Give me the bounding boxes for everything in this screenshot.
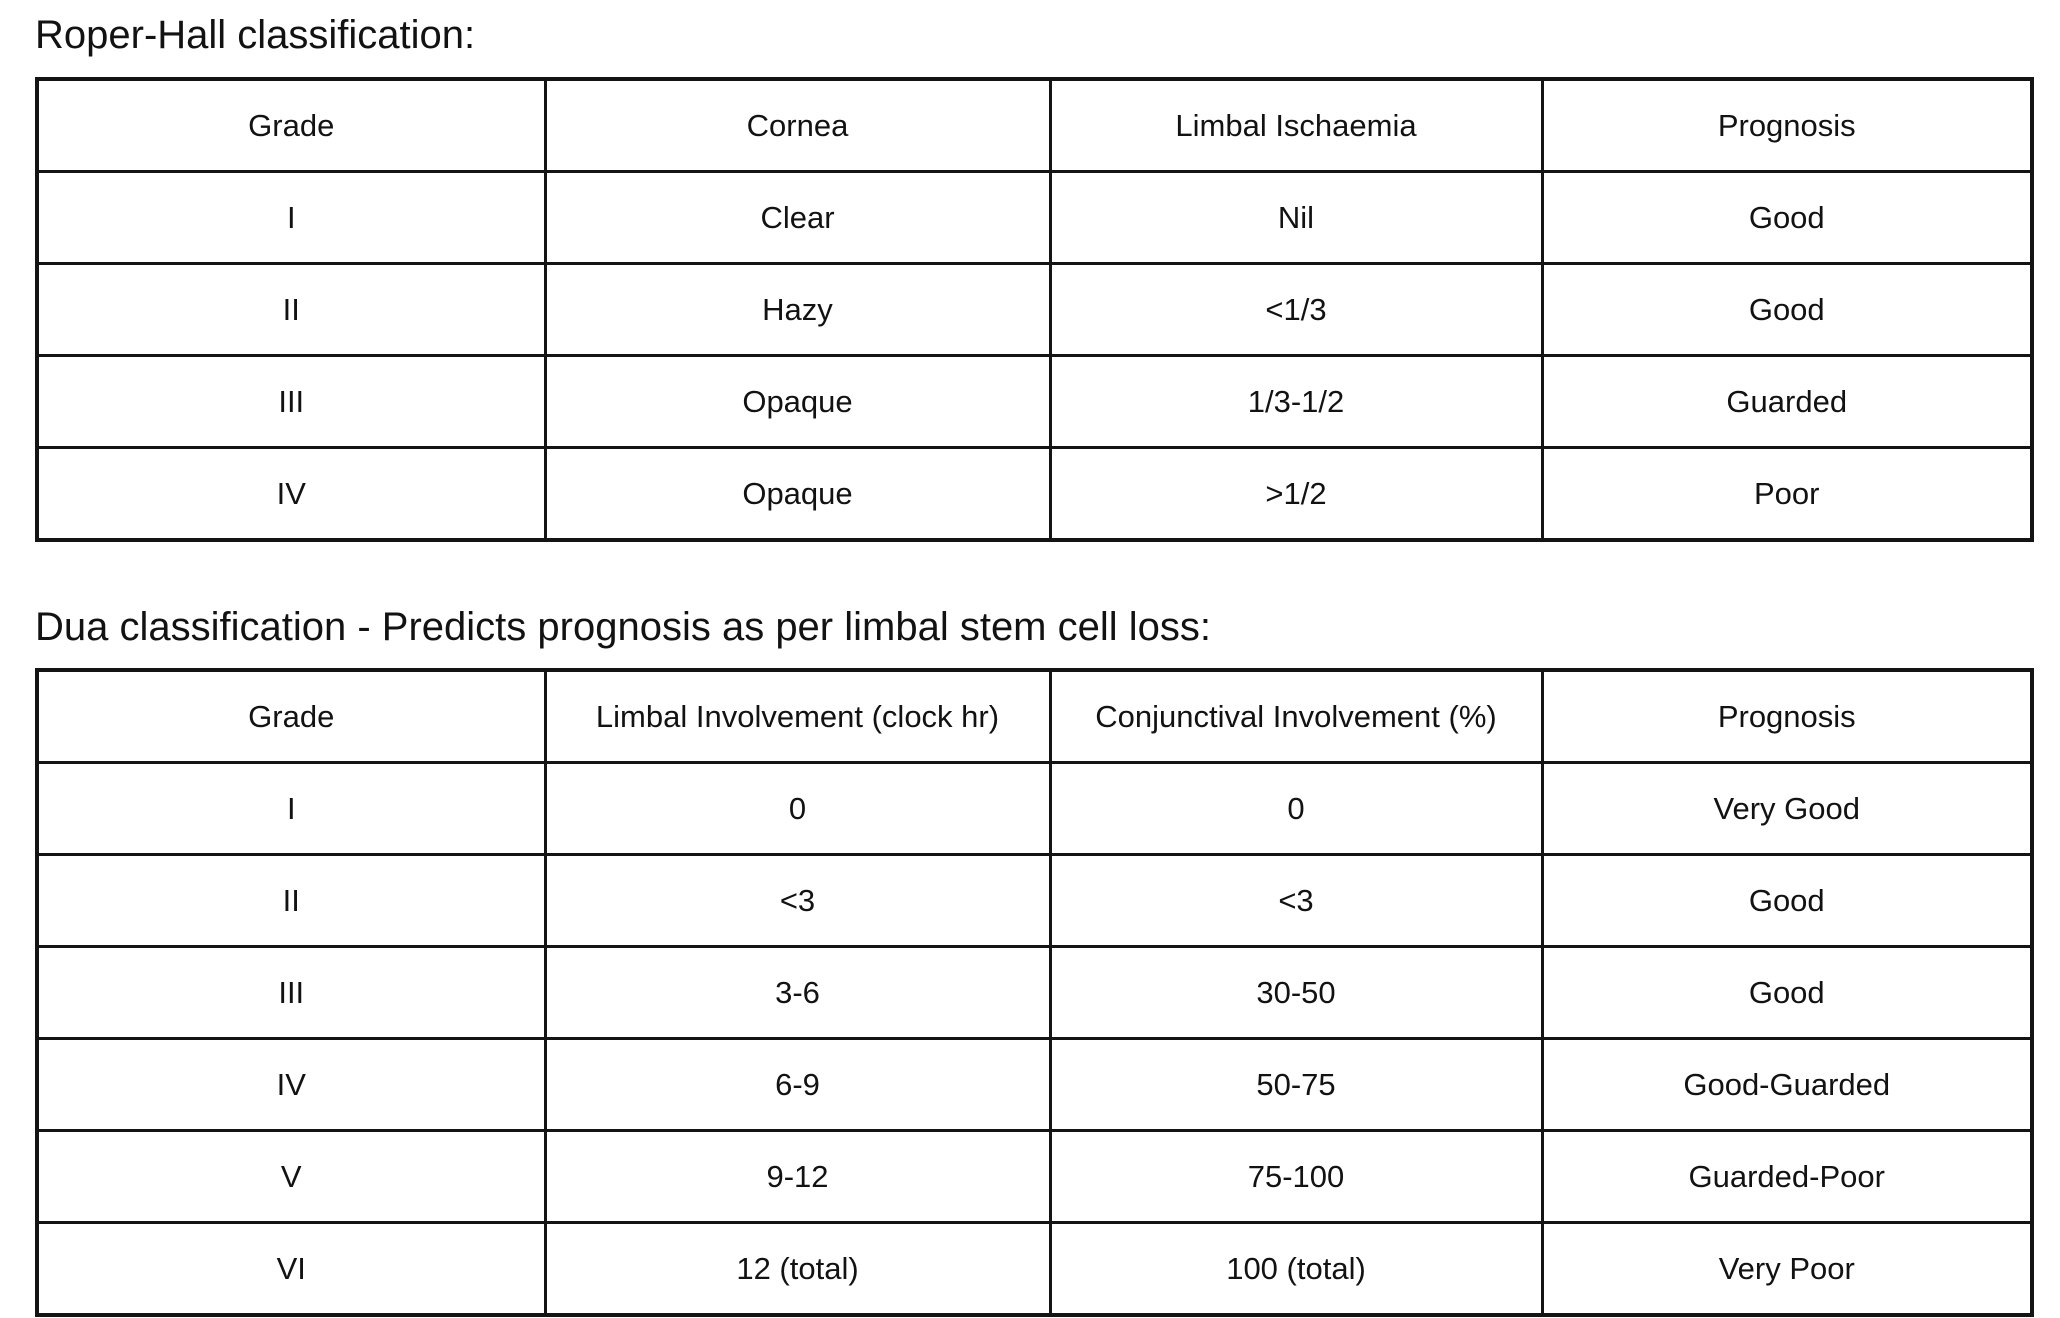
cornea-cell: Opaque — [543, 354, 1052, 449]
header-cell-grade: Grade — [35, 668, 547, 764]
conjunctival-involvement-cell: 100 (total) — [1048, 1221, 1544, 1317]
table-row: II <3 <3 Good — [35, 853, 2034, 948]
table-row: VI 12 (total) 100 (total) Very Poor — [35, 1221, 2034, 1317]
header-cell-cornea: Cornea — [543, 77, 1052, 173]
grade-cell: III — [35, 354, 547, 449]
header-cell-limbal-ischaemia: Limbal Ischaemia — [1048, 77, 1544, 173]
dua-title: Dua classification - Predicts prognosis … — [35, 605, 1211, 649]
prognosis-cell: Good — [1540, 945, 2034, 1040]
table-row: V 9-12 75-100 Guarded-Poor — [35, 1129, 2034, 1224]
dua-table: Grade Limbal Involvement (clock hr) Conj… — [35, 668, 2034, 1317]
limbal-ischaemia-cell: <1/3 — [1048, 262, 1544, 357]
prognosis-cell: Good — [1540, 170, 2034, 265]
prognosis-cell: Good — [1540, 262, 2034, 357]
grade-cell: IV — [35, 446, 547, 542]
prognosis-cell: Very Good — [1540, 761, 2034, 856]
prognosis-cell: Guarded-Poor — [1540, 1129, 2034, 1224]
limbal-ischaemia-cell: Nil — [1048, 170, 1544, 265]
prognosis-cell: Good — [1540, 853, 2034, 948]
limbal-involvement-cell: 3-6 — [543, 945, 1052, 1040]
prognosis-cell: Good-Guarded — [1540, 1037, 2034, 1132]
conjunctival-involvement-cell: 75-100 — [1048, 1129, 1544, 1224]
prognosis-cell: Guarded — [1540, 354, 2034, 449]
limbal-involvement-cell: 6-9 — [543, 1037, 1052, 1132]
prognosis-cell: Very Poor — [1540, 1221, 2034, 1317]
limbal-involvement-cell: 9-12 — [543, 1129, 1052, 1224]
header-cell-grade: Grade — [35, 77, 547, 173]
cornea-cell: Opaque — [543, 446, 1052, 542]
limbal-involvement-cell: <3 — [543, 853, 1052, 948]
limbal-involvement-cell: 0 — [543, 761, 1052, 856]
limbal-ischaemia-cell: >1/2 — [1048, 446, 1544, 542]
cornea-cell: Hazy — [543, 262, 1052, 357]
conjunctival-involvement-cell: 30-50 — [1048, 945, 1544, 1040]
conjunctival-involvement-cell: 50-75 — [1048, 1037, 1544, 1132]
conjunctival-involvement-cell: <3 — [1048, 853, 1544, 948]
header-cell-prognosis: Prognosis — [1540, 77, 2034, 173]
table-header-row: Grade Limbal Involvement (clock hr) Conj… — [35, 668, 2034, 764]
grade-cell: II — [35, 853, 547, 948]
grade-cell: V — [35, 1129, 547, 1224]
header-cell-limbal-involvement: Limbal Involvement (clock hr) — [543, 668, 1052, 764]
grade-cell: IV — [35, 1037, 547, 1132]
table-row: IV Opaque >1/2 Poor — [35, 446, 2034, 542]
table-row: II Hazy <1/3 Good — [35, 262, 2034, 357]
limbal-involvement-cell: 12 (total) — [543, 1221, 1052, 1317]
grade-cell: VI — [35, 1221, 547, 1317]
header-cell-prognosis: Prognosis — [1540, 668, 2034, 764]
grade-cell: III — [35, 945, 547, 1040]
table-row: I Clear Nil Good — [35, 170, 2034, 265]
table-row: III 3-6 30-50 Good — [35, 945, 2034, 1040]
prognosis-cell: Poor — [1540, 446, 2034, 542]
limbal-ischaemia-cell: 1/3-1/2 — [1048, 354, 1544, 449]
roper-hall-title: Roper-Hall classification: — [35, 13, 476, 57]
conjunctival-involvement-cell: 0 — [1048, 761, 1544, 856]
table-row: I 0 0 Very Good — [35, 761, 2034, 856]
table-header-row: Grade Cornea Limbal Ischaemia Prognosis — [35, 77, 2034, 173]
table-row: III Opaque 1/3-1/2 Guarded — [35, 354, 2034, 449]
grade-cell: I — [35, 761, 547, 856]
roper-hall-table: Grade Cornea Limbal Ischaemia Prognosis … — [35, 77, 2034, 542]
table-row: IV 6-9 50-75 Good-Guarded — [35, 1037, 2034, 1132]
header-cell-conjunctival-involvement: Conjunctival Involvement (%) — [1048, 668, 1544, 764]
grade-cell: I — [35, 170, 547, 265]
cornea-cell: Clear — [543, 170, 1052, 265]
grade-cell: II — [35, 262, 547, 357]
